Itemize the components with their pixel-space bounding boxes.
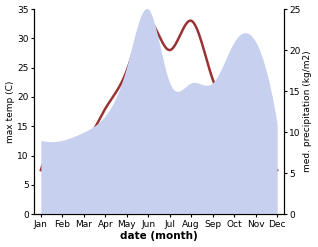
Y-axis label: med. precipitation (kg/m2): med. precipitation (kg/m2) — [303, 51, 313, 172]
Y-axis label: max temp (C): max temp (C) — [5, 80, 15, 143]
X-axis label: date (month): date (month) — [120, 231, 198, 242]
